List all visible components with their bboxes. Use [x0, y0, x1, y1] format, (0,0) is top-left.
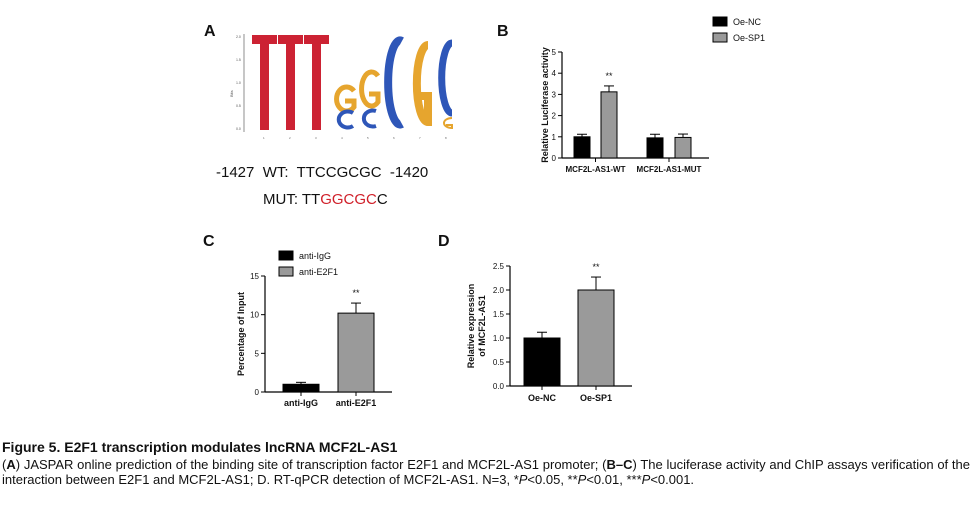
svg-text:1.0: 1.0 — [236, 81, 241, 85]
legend-swatch — [712, 32, 728, 43]
legend-swatch — [712, 16, 728, 27]
legend-label: Oe-NC — [733, 17, 762, 27]
y-tick-label: 0.0 — [493, 382, 505, 391]
x-tick-label: anti-E2F1 — [336, 398, 377, 408]
panel-d-letter: D — [438, 233, 450, 250]
sequence-logo: 2.0 1.5 1.0 0.5 0.0 Bits — [229, 34, 453, 140]
mut-highlight: GGCGC — [320, 191, 377, 208]
mut-suffix: C — [377, 191, 388, 208]
y-tick-label: 3 — [552, 90, 557, 99]
y-tick-label: 5 — [552, 48, 557, 57]
wt-sequence-line: -1427 WT: TTCCGCGC -1420 — [216, 164, 428, 181]
logo-letter-t3 — [304, 35, 329, 130]
y-tick-label: 15 — [250, 272, 259, 281]
svg-text:0.0: 0.0 — [236, 127, 241, 131]
logo-letter-t2 — [278, 35, 303, 130]
caption-body: (A) JASPAR online prediction of the bind… — [2, 457, 970, 487]
y-tick-label: 1.0 — [493, 334, 505, 343]
y-tick-label: 0.5 — [493, 358, 505, 367]
logo-letter-g1 — [334, 84, 357, 114]
logo-letter-g3 — [412, 41, 432, 127]
figure-caption: Figure 5. E2F1 transcription modulates l… — [2, 439, 970, 488]
y-tick-label: 2.0 — [493, 286, 505, 295]
logo-letter-t1 — [252, 35, 277, 130]
legend-label: anti-E2F1 — [299, 267, 338, 277]
y-tick-label: 10 — [250, 311, 259, 320]
logo-letter-c3 — [384, 36, 404, 129]
y-axis-label: Relative expressionof MCF2L-AS1 — [466, 284, 487, 369]
legend-label: Oe-SP1 — [733, 33, 765, 43]
caption-title: Figure 5. E2F1 transcription modulates l… — [2, 439, 398, 455]
y-tick-label: 2 — [552, 112, 557, 121]
x-tick-label: anti-IgG — [284, 398, 318, 408]
legend-label: anti-IgG — [299, 251, 331, 261]
panel-c-letter: C — [203, 233, 215, 250]
bar — [337, 312, 375, 393]
x-tick-label: Oe-SP1 — [580, 393, 612, 403]
y-tick-label: 1.5 — [493, 310, 505, 319]
legend-swatch — [278, 266, 294, 277]
y-tick-label: 2.5 — [493, 262, 505, 271]
logo-letter-c4 — [438, 39, 453, 117]
svg-text:1.5: 1.5 — [236, 58, 241, 62]
logo-letter-c1 — [336, 109, 355, 130]
significance-label: ** — [352, 288, 360, 298]
logo-letter-g2 — [359, 69, 381, 109]
panel-b-letter: B — [497, 23, 509, 40]
significance-label: ** — [605, 71, 613, 81]
svg-text:4: 4 — [341, 136, 343, 140]
mut-prefix: MUT: TT — [263, 191, 320, 208]
svg-text:7: 7 — [419, 136, 421, 140]
panel-a-letter: A — [204, 23, 216, 40]
svg-text:5: 5 — [367, 136, 369, 140]
significance-label: ** — [592, 262, 600, 272]
svg-text:8: 8 — [445, 136, 447, 140]
y-tick-label: 4 — [552, 69, 557, 78]
svg-text:2.0: 2.0 — [236, 35, 241, 39]
logo-letter-g4 — [443, 117, 453, 130]
logo-letter-c2 — [361, 108, 377, 129]
bar — [523, 337, 561, 387]
x-tick-label: Oe-NC — [528, 393, 557, 403]
y-tick-label: 5 — [255, 349, 260, 358]
mut-sequence-line: MUT: TTGGCGCC — [263, 191, 388, 208]
y-tick-label: 1 — [552, 133, 557, 142]
svg-text:6: 6 — [393, 136, 395, 140]
legend-swatch — [278, 250, 294, 261]
y-tick-label: 0 — [552, 154, 557, 163]
svg-text:1: 1 — [263, 136, 265, 140]
svg-text:2: 2 — [289, 136, 291, 140]
x-tick-label: MCF2L-AS1-WT — [566, 165, 626, 174]
y-tick-label: 0 — [255, 388, 260, 397]
svg-text:3: 3 — [315, 136, 317, 140]
x-tick-label: MCF2L-AS1-MUT — [637, 165, 702, 174]
svg-text:Bits: Bits — [229, 90, 234, 97]
svg-text:0.5: 0.5 — [236, 104, 241, 108]
y-axis-label: Percentage of Input — [236, 292, 246, 376]
y-axis-label: Relative Luciferase activity — [540, 47, 550, 163]
bar — [577, 289, 615, 387]
